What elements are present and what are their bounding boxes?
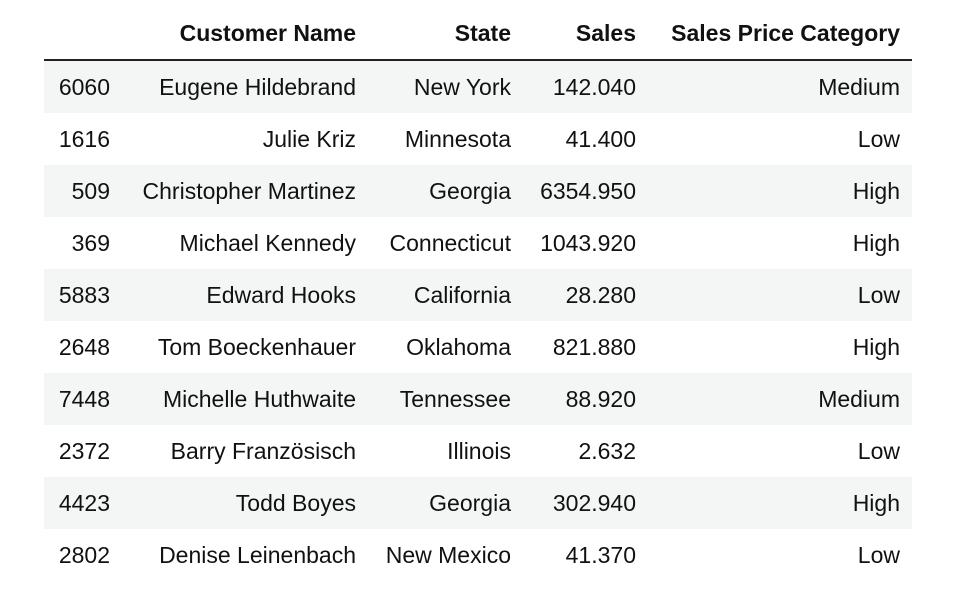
row-index-cell: 2648: [58, 333, 110, 360]
sales-cell: 302.940: [523, 477, 648, 529]
state-cell: New York: [368, 60, 523, 113]
sales-price-category-cell: High: [852, 229, 900, 256]
row-index-cell: 369: [71, 229, 110, 256]
customer-name-cell: Barry Französisch: [170, 437, 356, 464]
row-index-cell: 2372: [58, 437, 110, 464]
table-header: Customer Name State Sales Sales Price Ca…: [44, 7, 912, 61]
customer-name-cell: Julie Kriz: [262, 125, 356, 152]
state-cell: California: [368, 269, 523, 321]
state-cell: Georgia: [368, 165, 523, 217]
sales-column-header: Sales: [523, 7, 648, 61]
customer-name-cell: Eugene Hildebrand: [122, 60, 368, 113]
customer-name-cell: Michael Kennedy: [179, 229, 356, 256]
table-row: 5883 Edward Hooks California 28.280 Low: [44, 269, 912, 321]
sales-cell: 28.280: [523, 269, 648, 321]
table-row: 2372 Barry Französisch Illinois 2.632 Low: [44, 425, 912, 477]
table-row: 2648 Tom Boeckenhauer Oklahoma 821.880 High: [44, 321, 912, 373]
table-row: 6060 Eugene Hildebrand New York 142.040 Medi…: [44, 60, 912, 113]
row-index-cell: 509: [44, 165, 122, 217]
sales-price-category-cell: Medium: [648, 60, 912, 113]
sales-price-category-cell: Low: [857, 437, 900, 464]
sales-cell: 821.880: [552, 333, 636, 360]
row-index-cell: 5883: [44, 269, 122, 321]
sales-cell: 41.370: [565, 541, 636, 568]
state-cell: Illinois: [447, 437, 511, 464]
row-index-cell: 7448: [44, 373, 122, 425]
table-row: 4423 Todd Boyes Georgia 302.940 High: [44, 477, 912, 529]
row-index-cell: 4423: [44, 477, 122, 529]
customer-name-cell: Tom Boeckenhauer: [157, 333, 356, 360]
sales-price-category-cell: High: [648, 477, 912, 529]
sales-cell: 1043.920: [540, 229, 636, 256]
customer-name-cell: Michelle Huthwaite: [122, 373, 368, 425]
sales-cell: 2.632: [578, 437, 636, 464]
sales-price-category-cell: High: [648, 165, 912, 217]
customer-name-cell: Christopher Martinez: [122, 165, 368, 217]
header-row: Customer Name State Sales Sales Price Ca…: [44, 7, 912, 61]
sales-cell: 6354.950: [523, 165, 648, 217]
state-cell: Georgia: [368, 477, 523, 529]
sales-price-category-cell: Low: [648, 269, 912, 321]
sales-price-category-column-header: Sales Price Category: [648, 7, 912, 61]
table-row: 7448 Michelle Huthwaite Tennessee 88.920 Med…: [44, 373, 912, 425]
table-row: 1616 Julie Kriz Minnesota 41.400 Low: [44, 113, 912, 165]
state-cell: Connecticut: [389, 229, 511, 256]
state-column-header: State: [368, 7, 523, 61]
state-cell: Oklahoma: [406, 333, 511, 360]
table-row: 509 Christopher Martinez Georgia 6354.950 Hi…: [44, 165, 912, 217]
dataframe-table: Customer Name State Sales Sales Price Ca…: [44, 7, 912, 581]
sales-price-category-cell: Low: [857, 125, 900, 152]
sales-cell: 88.920: [523, 373, 648, 425]
state-cell: Tennessee: [368, 373, 523, 425]
state-cell: New Mexico: [385, 541, 511, 568]
row-index-cell: 1616: [58, 125, 110, 152]
customer-name-cell: Todd Boyes: [122, 477, 368, 529]
table-row: 2802 Denise Leinenbach New Mexico 41.370 Low: [44, 529, 912, 581]
table-row: 369 Michael Kennedy Connecticut 1043.920 Hig…: [44, 217, 912, 269]
row-index-cell: 2802: [58, 541, 110, 568]
customer-name-cell: Edward Hooks: [122, 269, 368, 321]
index-column-header: [44, 7, 122, 61]
dataframe-container: Customer Name State Sales Sales Price Ca…: [44, 7, 912, 581]
sales-price-category-cell: High: [852, 333, 900, 360]
sales-cell: 41.400: [565, 125, 636, 152]
customer-name-cell: Denise Leinenbach: [159, 541, 356, 568]
sales-price-category-cell: Medium: [648, 373, 912, 425]
row-index-cell: 6060: [44, 60, 122, 113]
state-cell: Minnesota: [404, 125, 511, 152]
customer-name-column-header: Customer Name: [122, 7, 368, 61]
table-body: 6060 Eugene Hildebrand New York 142.040 Medi…: [44, 60, 912, 581]
sales-price-category-cell: Low: [857, 541, 900, 568]
sales-cell: 142.040: [523, 60, 648, 113]
